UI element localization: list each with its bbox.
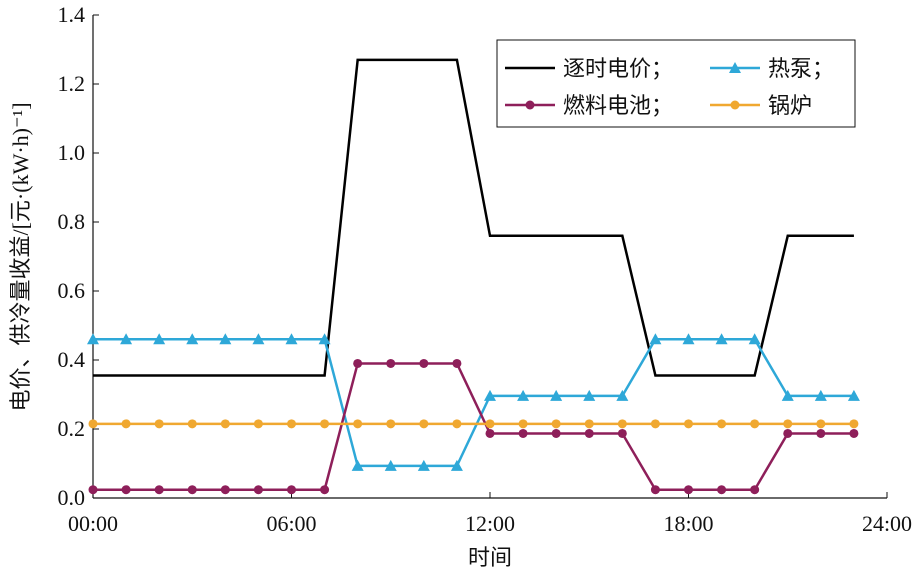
legend-marker	[525, 100, 535, 110]
marker	[419, 419, 429, 429]
x-tick-label: 24:00	[862, 511, 912, 536]
series-line	[93, 338, 854, 468]
legend-marker	[730, 100, 740, 110]
marker	[88, 485, 98, 495]
y-tick-label: 0.6	[58, 278, 86, 303]
marker	[386, 419, 396, 429]
y-tick-label: 1.4	[58, 2, 86, 27]
legend-label: 逐时电价；	[563, 56, 673, 81]
marker	[287, 419, 296, 429]
marker	[484, 389, 496, 401]
marker	[551, 428, 561, 438]
x-tick-label: 12:00	[465, 511, 515, 536]
marker	[816, 428, 826, 438]
marker	[517, 389, 530, 401]
legend-label: 燃料电池；	[563, 93, 673, 118]
marker	[849, 419, 859, 429]
marker	[485, 428, 495, 438]
marker	[682, 333, 695, 345]
marker	[287, 485, 296, 495]
marker	[748, 333, 761, 345]
marker	[220, 419, 230, 429]
marker	[154, 419, 164, 429]
marker	[583, 389, 596, 401]
marker	[153, 333, 166, 345]
marker	[353, 358, 363, 368]
marker	[617, 419, 627, 429]
marker	[353, 419, 363, 429]
marker	[684, 485, 693, 495]
marker	[219, 333, 232, 345]
marker	[187, 419, 197, 429]
marker	[783, 419, 793, 429]
marker	[87, 333, 99, 345]
marker	[220, 485, 230, 495]
marker	[120, 333, 133, 345]
marker	[253, 485, 263, 495]
marker	[384, 459, 397, 471]
marker	[518, 428, 528, 438]
marker	[154, 485, 164, 495]
marker	[450, 459, 463, 471]
marker	[186, 333, 199, 345]
series-line	[93, 58, 854, 377]
marker	[452, 358, 462, 368]
marker	[584, 428, 594, 438]
marker	[781, 389, 794, 401]
marker	[616, 389, 629, 401]
marker	[684, 419, 693, 429]
y-axis-label: 电价、供冷量收益/[元·(kW·h)⁻¹]	[8, 102, 33, 411]
marker	[617, 428, 627, 438]
marker	[849, 428, 859, 438]
y-tick-label: 0.8	[58, 209, 86, 234]
marker	[252, 333, 265, 345]
marker	[121, 419, 131, 429]
y-tick-label: 0.4	[58, 347, 86, 372]
y-tick-label: 0.2	[58, 416, 86, 441]
legend-label: 锅炉	[768, 93, 812, 118]
marker	[419, 358, 429, 368]
legend-box	[496, 39, 856, 128]
marker	[550, 389, 563, 401]
marker	[847, 389, 860, 401]
marker	[814, 389, 827, 401]
x-tick-label: 18:00	[663, 511, 713, 536]
marker	[88, 419, 98, 429]
marker	[649, 333, 662, 345]
marker	[417, 459, 430, 471]
x-tick-label: 06:00	[266, 511, 316, 536]
marker	[485, 419, 495, 429]
marker	[584, 419, 594, 429]
marker	[717, 485, 727, 495]
marker	[452, 419, 462, 429]
marker	[518, 419, 528, 429]
marker	[386, 358, 396, 368]
legend-marker	[729, 62, 741, 73]
x-axis-label: 时间	[468, 545, 512, 570]
marker	[650, 419, 660, 429]
marker	[318, 333, 331, 345]
marker	[320, 419, 330, 429]
y-tick-label: 1.0	[58, 140, 86, 165]
marker	[650, 485, 660, 495]
marker	[816, 419, 826, 429]
marker	[783, 428, 793, 438]
marker	[285, 333, 298, 345]
marker	[253, 419, 263, 429]
y-tick-label: 1.2	[58, 71, 86, 96]
marker	[351, 459, 364, 471]
marker	[320, 485, 330, 495]
marker	[551, 419, 561, 429]
marker	[717, 419, 727, 429]
marker	[750, 419, 760, 429]
legend-label: 热泵；	[768, 56, 834, 81]
series-line	[93, 362, 854, 491]
marker	[187, 485, 197, 495]
y-tick-label: 0.0	[58, 485, 86, 510]
marker	[715, 333, 728, 345]
marker	[750, 485, 760, 495]
x-tick-label: 00:00	[68, 511, 118, 536]
marker	[121, 485, 131, 495]
